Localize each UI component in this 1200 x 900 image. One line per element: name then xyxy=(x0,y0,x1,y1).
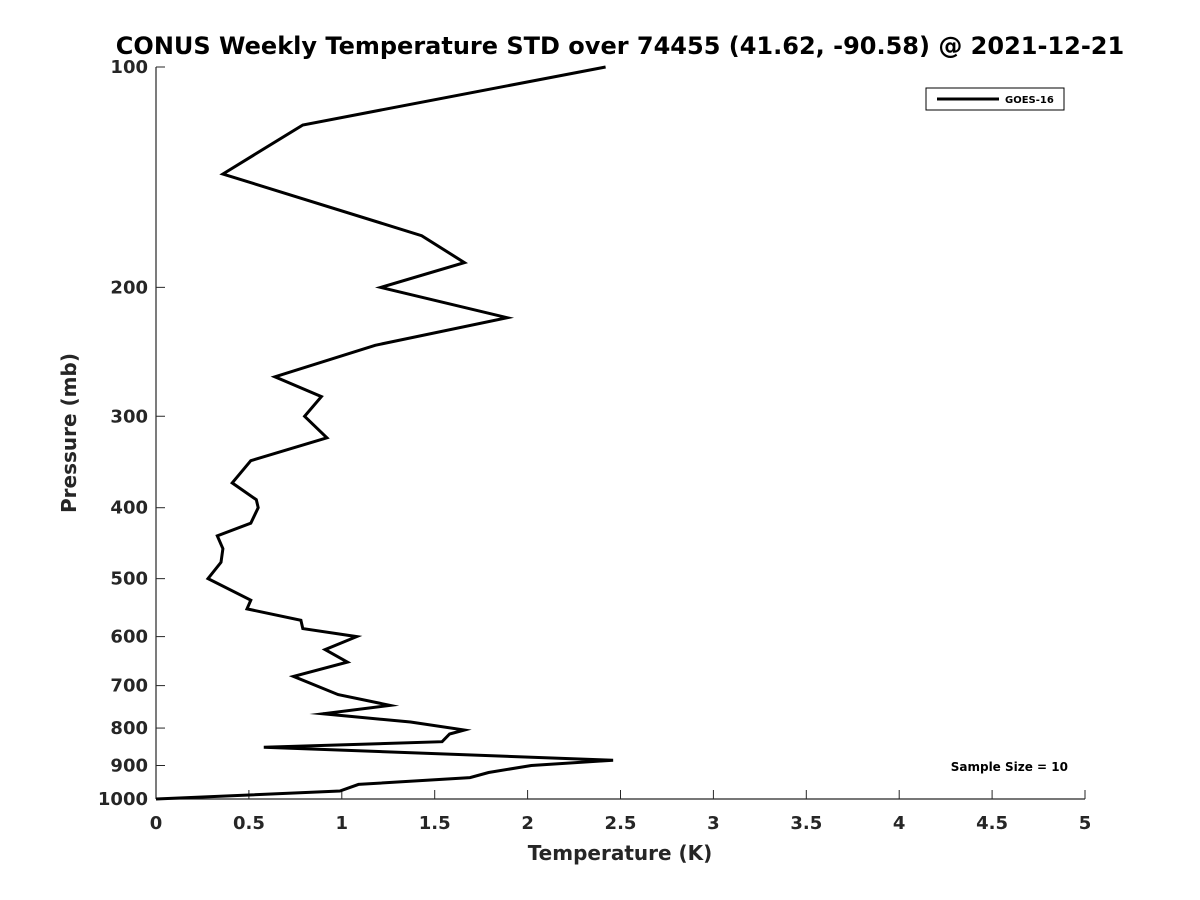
y-tick-label: 500 xyxy=(110,569,148,590)
x-tick-label: 4 xyxy=(893,813,906,834)
y-tick-label: 900 xyxy=(110,756,148,777)
series-line-goes-16 xyxy=(155,65,614,801)
x-tick-label: 1.5 xyxy=(419,813,451,834)
x-tick-label: 0 xyxy=(150,813,163,834)
x-tick-label: 2.5 xyxy=(605,813,637,834)
series-layer xyxy=(155,65,614,801)
y-tick-label: 700 xyxy=(110,676,148,697)
x-axis-label: Temperature (K) xyxy=(528,841,713,865)
x-tick-label: 5 xyxy=(1079,813,1092,834)
y-tick-label: 200 xyxy=(110,277,148,298)
x-tick-label: 3.5 xyxy=(790,813,822,834)
x-tick-label: 0.5 xyxy=(233,813,265,834)
y-tick-label: 400 xyxy=(110,498,148,519)
y-tick-label: 100 xyxy=(110,57,148,78)
legend: GOES-16 xyxy=(925,87,1065,111)
sample-size-annotation: Sample Size = 10 xyxy=(951,760,1068,774)
x-tick-label: 4.5 xyxy=(976,813,1008,834)
ticks: 0 0.5 1 1.5 2 2.5 3 3.5 4 4.5 5 100 200 300 400 500 600 7… xyxy=(98,57,1091,834)
y-axis-label: Pressure (mb) xyxy=(57,353,81,513)
x-tick-label: 1 xyxy=(336,813,349,834)
y-tick-label: 1000 xyxy=(98,789,148,810)
x-tick-label: 3 xyxy=(707,813,720,834)
x-tick-label: 2 xyxy=(521,813,534,834)
y-tick-label: 800 xyxy=(110,718,148,739)
chart-title: CONUS Weekly Temperature STD over 74455 … xyxy=(116,32,1124,60)
y-tick-label: 300 xyxy=(110,406,148,427)
legend-label-goes-16: GOES-16 xyxy=(1005,95,1054,106)
y-tick-label: 600 xyxy=(110,627,148,648)
